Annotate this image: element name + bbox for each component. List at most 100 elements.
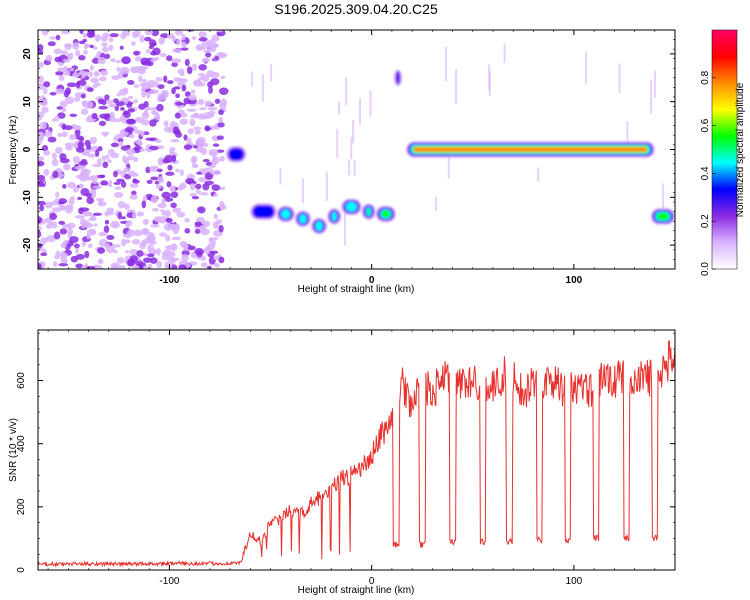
ridge-segment [341, 198, 362, 215]
noise-speck [47, 136, 57, 143]
noise-streak [261, 74, 264, 102]
noise-speck [133, 156, 139, 163]
noise-speck [109, 111, 115, 119]
noise-speck [181, 253, 189, 262]
noise-speck [171, 87, 176, 95]
noise-speck [218, 52, 228, 58]
noise-speck [184, 218, 190, 223]
noise-speck [208, 149, 219, 157]
noise-speck [184, 58, 190, 67]
noise-speck [175, 93, 181, 99]
noise-speck [78, 54, 86, 61]
noise-speck [160, 208, 166, 213]
noise-speck [203, 111, 213, 120]
noise-speck [55, 34, 61, 41]
noise-speck [99, 174, 106, 178]
noise-streak [270, 63, 273, 82]
noise-speck [218, 186, 226, 191]
noise-speck [170, 224, 181, 231]
noise-speck [83, 50, 88, 55]
noise-speck [120, 106, 125, 111]
ridge-segment [650, 208, 675, 225]
noise-speck [196, 171, 202, 175]
noise-streak [343, 212, 346, 246]
noise-speck [123, 110, 129, 115]
noise-speck [146, 60, 154, 67]
noise-speck [113, 136, 119, 142]
noise-speck [61, 123, 67, 130]
noise-speck [58, 201, 65, 205]
noise-speck [127, 258, 135, 267]
noise-speck [119, 45, 124, 50]
noise-speck [139, 148, 146, 152]
noise-speck [171, 236, 182, 241]
noise-speck [55, 71, 64, 76]
snr-background [38, 330, 675, 570]
noise-speck [85, 192, 92, 198]
noise-speck [133, 99, 139, 104]
x-tick-label: 100 [566, 275, 583, 286]
noise-speck [38, 242, 42, 249]
noise-speck [146, 91, 151, 99]
noise-speck [141, 200, 147, 209]
noise-speck [149, 257, 158, 264]
noise-speck [211, 34, 220, 42]
noise-speck [145, 166, 151, 174]
noise-speck [205, 52, 212, 58]
noise-speck [189, 118, 196, 127]
noise-speck [105, 99, 115, 104]
noise-speck [38, 216, 43, 224]
noise-speck [186, 66, 193, 75]
noise-speck [62, 184, 67, 189]
noise-speck [180, 78, 188, 83]
noise-speck [209, 237, 219, 241]
noise-speck [41, 145, 49, 152]
noise-speck [75, 49, 81, 57]
ridge-segment [361, 203, 376, 220]
x-tick-label: -100 [159, 275, 179, 286]
noise-speck [165, 217, 173, 223]
noise-speck [152, 110, 158, 116]
noise-speck [78, 40, 86, 45]
noise-speck [113, 170, 118, 178]
noise-speck [183, 134, 188, 141]
noise-speck [77, 141, 85, 149]
noise-speck [65, 144, 73, 151]
noise-speck [75, 247, 80, 254]
noise-speck [55, 250, 61, 257]
noise-speck [219, 155, 225, 162]
noise-speck [44, 201, 54, 209]
noise-speck [131, 190, 137, 196]
noise-speck [110, 142, 119, 148]
noise-speck [92, 46, 98, 50]
noise-speck [73, 96, 81, 102]
noise-speck [190, 156, 196, 164]
ridge-level [367, 208, 370, 216]
noise-speck [116, 101, 125, 107]
noise-speck [63, 66, 68, 71]
noise-speck [137, 140, 143, 147]
noise-speck [110, 220, 120, 229]
noise-speck [89, 64, 95, 71]
noise-speck [157, 219, 165, 223]
noise-speck [171, 62, 178, 68]
noise-speck [141, 227, 150, 236]
noise-speck [69, 236, 79, 244]
noise-streak [336, 128, 339, 159]
noise-speck [102, 161, 109, 169]
noise-speck [104, 219, 110, 225]
noise-speck [172, 129, 181, 135]
noise-speck [217, 122, 225, 128]
noise-speck [213, 255, 220, 261]
noise-speck [63, 163, 71, 171]
noise-speck [156, 260, 163, 268]
noise-speck [163, 223, 173, 231]
noise-speck [203, 247, 212, 254]
noise-speck [161, 198, 166, 204]
noise-speck [132, 211, 137, 220]
noise-speck [79, 71, 90, 76]
noise-speck [72, 125, 82, 131]
noise-speck [197, 98, 205, 106]
ridge-segment [375, 206, 396, 223]
noise-speck [142, 257, 152, 263]
